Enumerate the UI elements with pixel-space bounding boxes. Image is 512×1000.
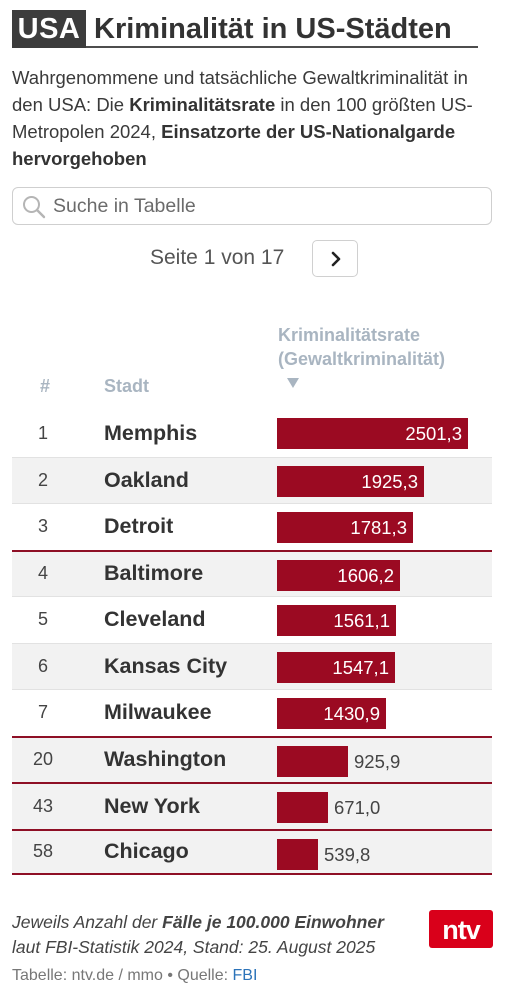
bar xyxy=(277,418,468,449)
row-rank: 5 xyxy=(37,609,48,630)
table-row: 58 Chicago 539,8 xyxy=(12,828,492,875)
row-city: Detroit xyxy=(104,514,174,539)
row-rank: 2 xyxy=(37,469,48,490)
ntv-logo: ntv xyxy=(429,910,493,948)
row-city: Cleveland xyxy=(104,607,206,632)
bar xyxy=(277,512,413,543)
row-city: Oakland xyxy=(104,467,189,492)
page-indicator: Seite 1 von 17 xyxy=(150,246,285,269)
bar xyxy=(277,745,348,777)
bar-value-label: 1430,9 xyxy=(323,703,380,724)
row-city: Washington xyxy=(104,747,227,772)
row-rank: 43 xyxy=(32,795,54,816)
chevron-right-icon xyxy=(331,251,341,267)
search-input[interactable] xyxy=(53,192,483,220)
row-city: Milwaukee xyxy=(104,700,212,725)
table-row: 43 New York 671,0 xyxy=(12,782,492,829)
search-box[interactable] xyxy=(12,187,492,225)
row-rank: 4 xyxy=(37,563,48,584)
row-rank: 58 xyxy=(32,841,54,862)
row-rank: 1 xyxy=(37,422,48,443)
sort-down-icon[interactable] xyxy=(286,376,300,390)
bar-value-label: 671,0 xyxy=(334,797,381,818)
subtitle-bold-2: Einsatzorte der US-Nationalgarde hervorg… xyxy=(12,121,456,169)
ntv-logo-mark: ntv xyxy=(442,915,481,945)
table-row: 20 Washington 925,9 xyxy=(12,735,492,782)
bar xyxy=(277,651,395,683)
bar xyxy=(277,838,318,870)
subtitle-text-1: Wahrgenommene und tatsächliche Gewaltkri… xyxy=(12,67,468,115)
data-table: 1 Memphis 2501,3 2 Oakland 1925,3 3 Detroit 1781… xyxy=(12,410,492,875)
column-header-rank[interactable]: # xyxy=(40,376,51,396)
credit-line: Tabelle: ntv.de / mmo • Quelle: FBI xyxy=(12,967,257,985)
bar-value-label: 1781,3 xyxy=(350,517,407,538)
search-icon xyxy=(23,196,46,219)
credit-text: Tabelle: ntv.de / mmo • Quelle: xyxy=(12,967,233,984)
next-page-button[interactable] xyxy=(312,240,358,277)
table-row: 3 Detroit 1781,3 xyxy=(12,503,492,550)
row-rank: 3 xyxy=(37,516,48,537)
row-rank: 7 xyxy=(37,702,48,723)
country-tag: USA xyxy=(12,10,86,48)
source-link[interactable]: FBI xyxy=(232,967,258,984)
bar xyxy=(277,465,424,497)
bar-value-label: 1925,3 xyxy=(361,470,418,492)
bar-value-label: 925,9 xyxy=(354,750,401,772)
bar xyxy=(277,792,328,823)
page-title: Kriminalität in US-Städten xyxy=(94,13,452,45)
row-rank: 6 xyxy=(37,655,48,676)
bar-value-label: 1606,2 xyxy=(337,564,394,586)
footnote-text-2: laut FBI-Statistik 2024, Stand: 25. Augu… xyxy=(12,937,376,957)
column-header-rate-line1: Kriminalitätsrate xyxy=(278,325,421,345)
footnote-bold: Fälle je 100.000 Einwohner xyxy=(162,912,384,932)
row-city: Memphis xyxy=(104,420,198,445)
subtitle-text-2: in den 100 größten US-Metropolen 2024, xyxy=(12,94,473,142)
row-city: Chicago xyxy=(104,839,189,864)
footnote: Jeweils Anzahl der Fälle je 100.000 Einw… xyxy=(12,910,412,960)
subtitle: Wahrgenommene und tatsächliche Gewaltkri… xyxy=(12,64,502,172)
table-row: 7 Milwaukee 1430,9 xyxy=(12,689,492,736)
row-city: Kansas City xyxy=(104,653,228,678)
column-header-city[interactable]: Stadt xyxy=(104,376,149,396)
table-row: 1 Memphis 2501,3 xyxy=(12,410,492,457)
table-row: 6 Kansas City 1547,1 xyxy=(12,642,492,689)
row-city: New York xyxy=(104,793,200,818)
table-row: 2 Oakland 1925,3 xyxy=(12,456,492,503)
table-row: 5 Cleveland 1561,1 xyxy=(12,596,492,643)
bar-value-label: 1547,1 xyxy=(332,656,389,678)
column-header-rate-line2: (Gewaltkriminalität) xyxy=(278,349,446,369)
bar xyxy=(277,605,396,636)
subtitle-bold-1: Kriminalitätsrate xyxy=(129,94,276,115)
bar xyxy=(277,559,400,591)
row-city: Baltimore xyxy=(104,561,204,586)
column-header-rate[interactable]: Kriminalitätsrate (Gewaltkriminalität) xyxy=(278,323,488,371)
bar-value-label: 1561,1 xyxy=(333,610,390,631)
bar-value-label: 539,8 xyxy=(324,843,371,865)
bar xyxy=(277,698,386,729)
ntv-logo-text: ntv xyxy=(442,915,480,945)
footnote-text-1: Jeweils Anzahl der xyxy=(12,912,163,932)
row-rank: 20 xyxy=(32,749,54,770)
table-row: 4 Baltimore 1606,2 xyxy=(12,549,492,596)
header: USA Kriminalität in US-Städten xyxy=(12,10,478,48)
bar-value-label: 2501,3 xyxy=(405,423,462,444)
